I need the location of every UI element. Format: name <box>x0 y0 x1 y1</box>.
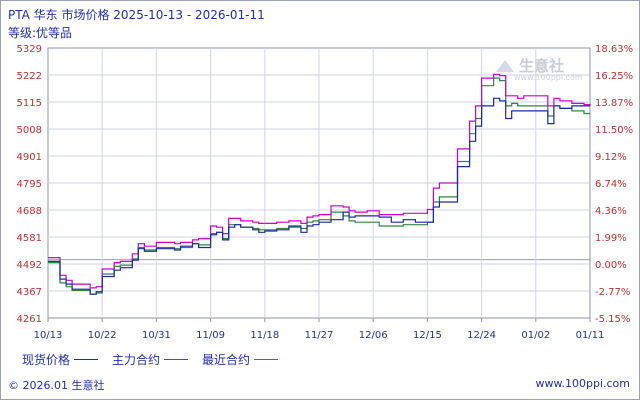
y-tick-label-left: 4795 <box>17 179 42 190</box>
y-tick-label-left: 5329 <box>17 44 42 55</box>
y-tick-label-right: 9.12% <box>595 152 627 163</box>
x-tick-label: 01/11 <box>576 330 605 341</box>
legend-item-main: 主力合约 <box>112 351 189 368</box>
watermark-logo: 生意社 <box>496 55 564 76</box>
x-tick-label: 11/09 <box>196 330 225 341</box>
x-tick-label: 01/02 <box>521 330 550 341</box>
chart-legend: 现货价格 主力合约 最近合约 <box>22 351 292 368</box>
y-tick-label-right: 6.74% <box>595 179 627 190</box>
x-tick-label: 10/31 <box>142 330 171 341</box>
x-tick-label: 12/24 <box>467 330 496 341</box>
x-tick-label: 11/18 <box>250 330 279 341</box>
footer-site-link[interactable]: www.100ppi.com <box>535 377 630 390</box>
y-tick-label-left: 5115 <box>17 98 42 109</box>
y-tick-label-right: -5.15% <box>595 314 630 325</box>
x-tick-label: 10/22 <box>88 330 117 341</box>
y-tick-label-left: 4688 <box>17 206 42 217</box>
y-tick-label-left: 5222 <box>17 71 42 82</box>
chart-subtitle: 等级:优等品 <box>8 26 73 40</box>
legend-label-recent: 最近合约 <box>202 353 251 367</box>
chart-title: PTA 华东 市场价格 2025-10-13 - 2026-01-11 <box>8 8 265 22</box>
footer-copyright: © 2026.01 生意社 <box>8 379 105 392</box>
watermark-brand: 生意社 <box>519 57 565 75</box>
legend-label-spot: 现货价格 <box>22 353 71 367</box>
y-tick-label-left: 5008 <box>17 125 42 136</box>
y-tick-label-right: 0.00% <box>595 260 627 271</box>
y-tick-label-right: 16.25% <box>595 71 633 82</box>
legend-label-main: 主力合约 <box>112 353 161 367</box>
house-icon <box>496 59 514 72</box>
series-line-0 <box>48 97 590 295</box>
legend-swatch-recent <box>254 359 279 360</box>
y-tick-label-right: 11.50% <box>595 125 633 136</box>
y-tick-label-right: 4.36% <box>595 206 627 217</box>
y-tick-label-right: -2.77% <box>595 287 630 298</box>
x-tick-label: 12/06 <box>359 330 388 341</box>
y-tick-label-left: 4901 <box>17 152 42 163</box>
legend-item-spot: 现货价格 <box>22 351 99 368</box>
x-tick-label: 12/15 <box>413 330 442 341</box>
x-tick-label: 10/13 <box>34 330 63 341</box>
legend-item-recent: 最近合约 <box>202 351 279 368</box>
watermark-url: www.100ppi.com <box>514 73 583 82</box>
y-tick-label-right: 13.87% <box>595 98 633 109</box>
y-tick-label-right: 1.99% <box>595 233 627 244</box>
y-tick-label-right: 18.63% <box>595 44 633 55</box>
y-tick-label-left: 4367 <box>17 287 42 298</box>
legend-swatch-main <box>164 359 189 360</box>
y-tick-label-left: 4261 <box>17 314 42 325</box>
legend-swatch-spot <box>74 359 99 360</box>
y-tick-label-left: 4492 <box>17 260 42 271</box>
y-tick-label-left: 4581 <box>17 233 42 244</box>
x-tick-label: 11/27 <box>305 330 334 341</box>
